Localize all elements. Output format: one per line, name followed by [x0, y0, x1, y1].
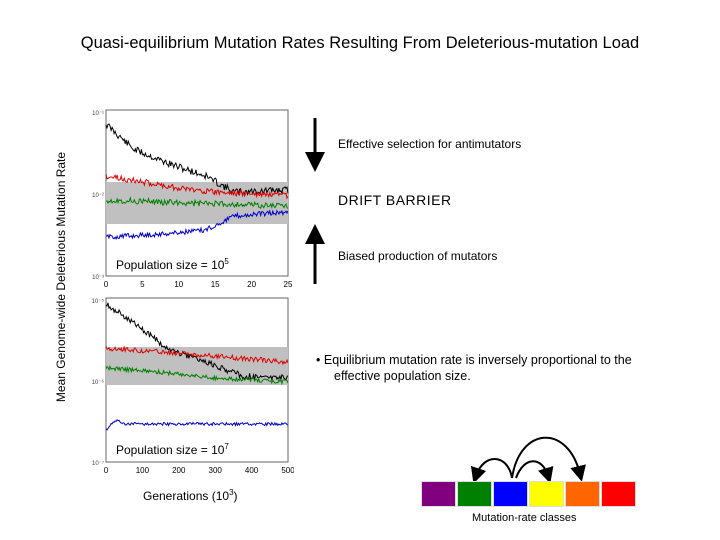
mutation-class-box — [529, 481, 564, 507]
top-x-tick-label: 15 — [211, 280, 220, 289]
arrow-blue-to-green — [470, 458, 513, 484]
top-x-tick-label: 25 — [284, 280, 293, 289]
effective-selection-text: Effective selection for antimutators — [338, 137, 522, 151]
top-red-trace — [105, 173, 289, 200]
top-x-tick-label: 10 — [174, 280, 183, 289]
top-x-tick-label: 5 — [140, 280, 145, 289]
bottom-x-tick-label: 100 — [136, 466, 150, 475]
top-panel-chart: 0 5 10 15 20 25 10⁻¹ 10⁻² 10⁻³ — [92, 109, 293, 289]
bottom-black-trace — [105, 302, 289, 382]
bottom-population-label: Population size = 107 — [116, 442, 229, 458]
drift-barrier-text: DRIFT BARRIER — [338, 192, 452, 208]
arrow-blue-to-yellow — [515, 460, 554, 484]
class-transition-arrows — [470, 436, 586, 484]
bottom-x-tick-label: 300 — [209, 466, 223, 475]
top-x-tick-label: 20 — [247, 280, 256, 289]
up-arrow-head — [305, 224, 325, 244]
bottom-y-tick-label: 10⁻⁶ — [92, 379, 105, 386]
bottom-red-trace — [105, 345, 289, 366]
bottom-panel-chart: 0 100 200 300 400 500 10⁻⁵ 10⁻⁶ 10⁻⁷ — [92, 297, 294, 475]
bullet-line-2: effective population size. — [334, 369, 471, 383]
arrow-blue-to-orange — [511, 436, 586, 482]
bottom-green-trace — [105, 364, 289, 386]
bottom-x-tick-label: 200 — [172, 466, 186, 475]
y-axis-label: Mean Genome-wide Deleterious Mutation Ra… — [54, 151, 68, 403]
bullet-line-1: Equilibrium mutation rate is inversely p… — [323, 353, 632, 367]
top-x-tick-label: 0 — [104, 280, 109, 289]
mutation-classes-label: Mutation-rate classes — [472, 512, 577, 524]
top-y-tick-label: 10⁻² — [92, 193, 104, 199]
mutation-class-box — [493, 481, 528, 507]
top-green-trace — [105, 196, 289, 210]
bottom-blue-trace — [105, 419, 289, 431]
bottom-y-tick-label: 10⁻⁷ — [92, 460, 104, 467]
bottom-y-tick-label: 10⁻⁵ — [92, 298, 105, 305]
generations-label: Generations (103) — [143, 488, 238, 504]
arrows-graphic — [305, 118, 325, 284]
down-arrow-head — [305, 152, 325, 172]
bottom-x-tick-label: 400 — [245, 466, 259, 475]
top-population-label: Population size = 105 — [116, 257, 229, 273]
bullet-point: • Equilibrium mutation rate is inversely… — [316, 352, 696, 384]
bottom-x-tick-label: 0 — [104, 466, 109, 475]
bullet-marker: • — [316, 353, 321, 367]
top-y-tick-label: 10⁻¹ — [92, 111, 104, 117]
mutation-class-box — [421, 481, 456, 507]
mutation-class-box — [601, 481, 636, 507]
page-title: Quasi-equilibrium Mutation Rates Resulti… — [80, 34, 640, 52]
top-blue-trace — [105, 209, 289, 240]
biased-production-text: Biased production of mutators — [338, 249, 498, 263]
mutation-class-box — [565, 481, 600, 507]
top-drift-band — [106, 182, 288, 224]
bottom-x-tick-label: 500 — [281, 466, 294, 475]
mutation-class-box — [457, 481, 492, 507]
top-y-tick-label: 10⁻³ — [92, 275, 104, 281]
bottom-drift-band — [106, 347, 288, 385]
